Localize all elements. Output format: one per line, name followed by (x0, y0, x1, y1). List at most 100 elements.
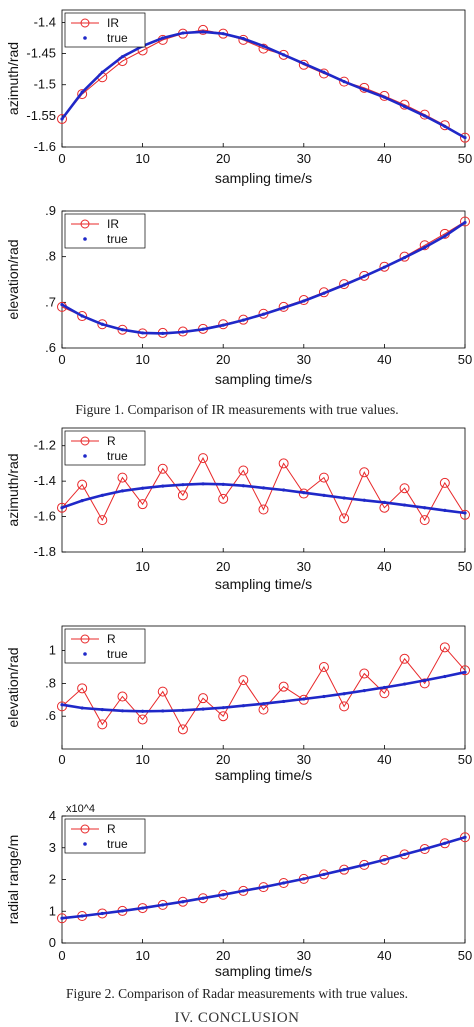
legend-label: R (107, 632, 116, 646)
series-true (60, 30, 467, 140)
data-point (221, 893, 225, 897)
legend-marker (80, 634, 90, 644)
data-point (359, 467, 370, 478)
data-point (137, 714, 148, 725)
legend-label: true (107, 647, 128, 661)
data-point (443, 508, 447, 512)
data-point (402, 255, 407, 260)
data-point (161, 903, 165, 907)
x-tick-label: 0 (58, 352, 65, 367)
data-point (423, 245, 427, 250)
x-tick-label: 50 (458, 151, 472, 166)
data-point (177, 490, 188, 501)
legend-box (64, 628, 146, 664)
legend-marker (83, 842, 87, 846)
data-point (117, 472, 128, 483)
data-point (141, 331, 145, 335)
data-point (460, 216, 470, 227)
data-point (282, 881, 286, 885)
data-point (221, 482, 225, 486)
y-tick-label: .9 (45, 203, 56, 218)
x-tick-label: 30 (297, 948, 311, 963)
series-true (60, 670, 467, 713)
data-point (460, 132, 470, 143)
legend-marker (80, 219, 90, 229)
data-point (161, 331, 165, 335)
data-point (137, 499, 148, 510)
y-axis-label: azimuth/rad (5, 453, 21, 526)
data-point (282, 699, 286, 704)
x-tick-label: 10 (135, 559, 149, 574)
data-point (181, 708, 185, 712)
legend-label: IR (107, 217, 119, 231)
legend-label: true (107, 837, 128, 851)
data-point (382, 685, 386, 690)
x-tick-label: 0 (58, 151, 65, 166)
data-point (238, 675, 249, 686)
chart-4: 0 10 20 30 40 50 1 .8 .6 sampling time/s elevation… (5, 625, 472, 783)
x-axis-label: sampling time/s (215, 963, 312, 979)
data-point (241, 704, 245, 708)
data-point (402, 104, 407, 109)
y-axis-label: elevation/rad (5, 239, 21, 319)
data-point (218, 711, 229, 722)
data-point (60, 703, 64, 707)
data-point (60, 916, 64, 920)
legend-marker (83, 237, 87, 241)
legend-label: IR (107, 16, 119, 30)
data-point (302, 61, 306, 66)
data-point (402, 503, 407, 507)
data-point (218, 493, 229, 504)
x-tick-label: 10 (135, 151, 149, 166)
data-point (322, 70, 326, 74)
data-point (278, 49, 289, 60)
y-tick-label: .8 (45, 249, 56, 264)
x-tick-label: 30 (297, 352, 311, 367)
series-true (60, 220, 467, 335)
figure-2-caption: Figure 2. Comparison of Radar measuremen… (66, 986, 408, 1001)
data-point (322, 291, 326, 295)
y-tick-label: -1.6 (34, 139, 56, 154)
chart-2: 0 10 20 30 40 50 .9 .8 .7 .6 sampling time/s elevat… (5, 203, 472, 387)
data-point (60, 506, 64, 510)
data-point (77, 311, 88, 322)
data-point (463, 511, 467, 515)
data-point (80, 706, 84, 710)
data-point (302, 697, 306, 701)
x-tick-label: 50 (458, 559, 472, 574)
x-tick-label: 40 (377, 352, 391, 367)
data-point (261, 312, 266, 316)
series-true (60, 482, 467, 515)
data-point (198, 453, 209, 464)
x-tick-label: 10 (135, 948, 149, 963)
legend-marker (80, 824, 90, 834)
data-point (282, 488, 286, 492)
data-point (439, 642, 450, 653)
y-tick-label: -1.45 (26, 46, 56, 61)
data-point (402, 682, 407, 686)
data-point (177, 724, 188, 735)
data-point (120, 909, 125, 913)
data-point (141, 709, 145, 713)
data-point (141, 906, 145, 910)
data-point (359, 668, 370, 679)
legend-marker (80, 18, 90, 28)
data-point (282, 306, 286, 310)
data-point (80, 314, 84, 318)
data-point (399, 483, 410, 494)
x-tick-label: 30 (297, 151, 311, 166)
x-tick-label: 40 (377, 752, 391, 767)
data-point (463, 835, 467, 839)
data-point (261, 44, 266, 48)
data-point (443, 841, 447, 845)
data-point (278, 681, 289, 692)
data-point (318, 662, 329, 672)
data-point (339, 76, 350, 87)
data-point (80, 499, 84, 503)
data-point (198, 24, 209, 35)
data-point (141, 486, 145, 490)
x-tick-label: 50 (458, 752, 472, 767)
